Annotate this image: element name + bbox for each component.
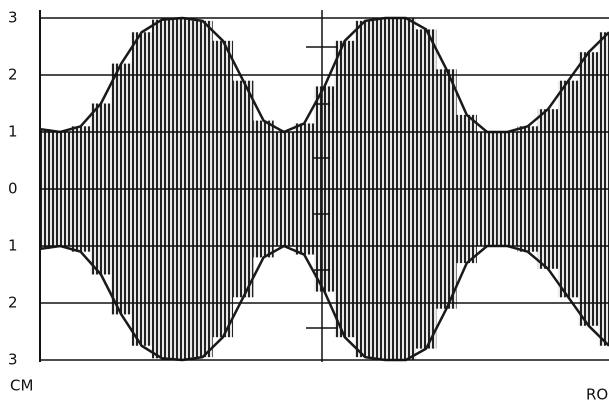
y-unit-label: CM (10, 377, 33, 395)
y-tick-label: 3 (8, 351, 18, 369)
y-tick-label: 0 (8, 180, 18, 198)
annotation: RO (586, 386, 608, 402)
chart: CM RO 3 2 1 0 1 2 3 (0, 0, 609, 402)
y-tick-label: 2 (8, 294, 18, 312)
y-tick-label: 1 (8, 237, 18, 255)
y-tick-label: 3 (8, 9, 18, 27)
y-tick-label: 2 (8, 66, 18, 84)
y-tick-label: 1 (8, 123, 18, 141)
